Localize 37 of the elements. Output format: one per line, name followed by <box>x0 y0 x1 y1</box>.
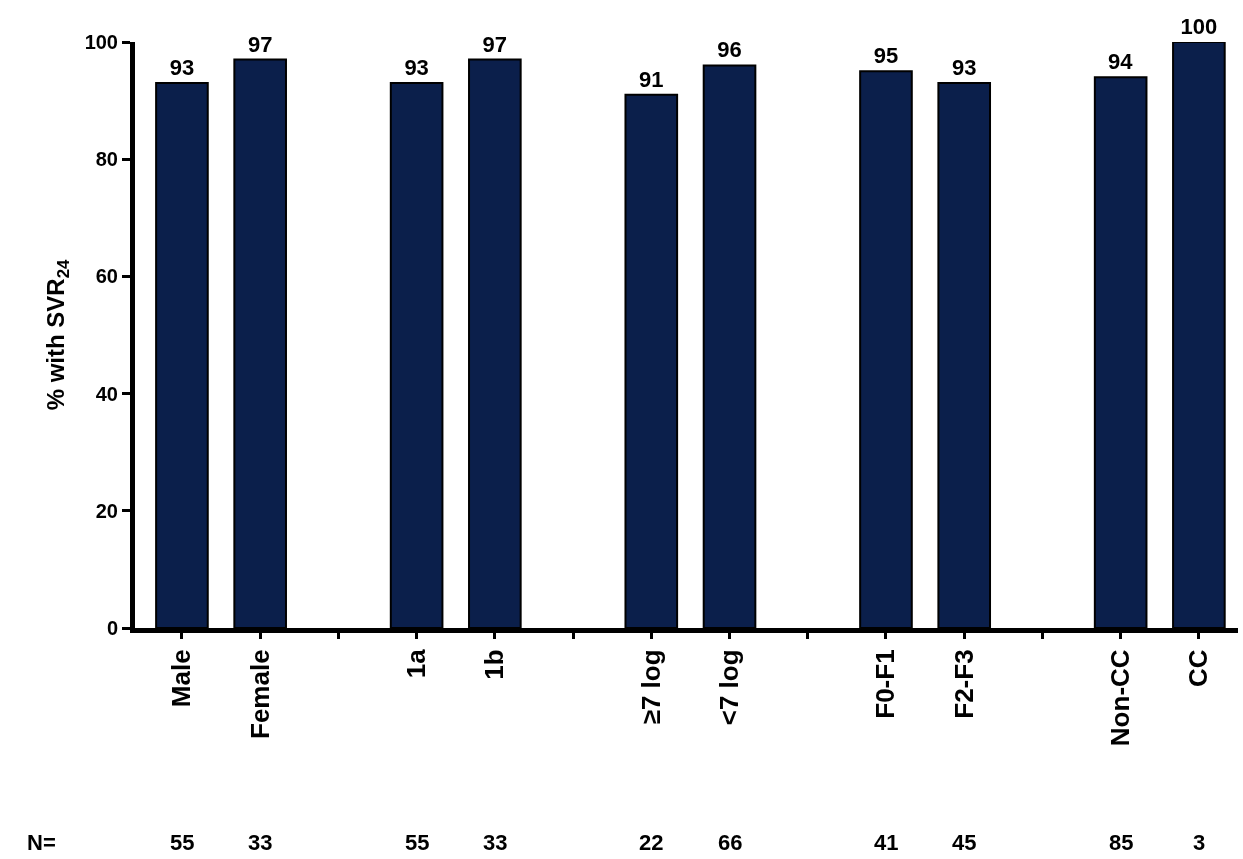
data-label: 91 <box>639 66 664 92</box>
x-tick-label: ≥7 log <box>635 649 666 725</box>
data-label: 97 <box>482 31 508 57</box>
data-label: 96 <box>717 37 742 63</box>
text: 45 <box>952 830 977 855</box>
y-tick-label: 100 <box>84 31 118 53</box>
x-tick-label: <7 log <box>713 649 744 726</box>
x-tick-label: 1b <box>479 649 510 680</box>
data-label: 100 <box>1180 14 1218 39</box>
x-tick-label: Non-CC <box>1105 649 1136 747</box>
y-tick-label: 20 <box>95 499 118 522</box>
data-label: 93 <box>951 55 977 81</box>
x-tick-label: 1a <box>401 648 432 679</box>
data-label: 94 <box>1108 49 1134 75</box>
x-tick-label: Male <box>166 649 197 708</box>
text: N= <box>27 830 56 855</box>
x-tick-label: F0-F1 <box>870 649 901 719</box>
y-tick-label: 60 <box>95 265 118 288</box>
y-tick-label: 80 <box>95 148 118 171</box>
text: 33 <box>248 830 273 855</box>
data-label: 93 <box>169 55 195 81</box>
text: 66 <box>718 830 743 855</box>
y-tick-label: 40 <box>95 382 118 405</box>
x-tick-label: CC <box>1183 649 1214 687</box>
x-tick-label: Female <box>244 649 275 740</box>
text: 85 <box>1109 830 1134 855</box>
data-label: 97 <box>247 31 273 57</box>
text: 41 <box>874 830 899 855</box>
x-tick-label: F2-F3 <box>948 649 979 719</box>
text: 55 <box>405 830 430 855</box>
text: 55 <box>170 830 195 855</box>
text: 22 <box>639 830 664 855</box>
text: 3 <box>1193 830 1206 855</box>
y-tick-label: 0 <box>106 617 118 639</box>
text: 33 <box>483 830 508 855</box>
data-label: 93 <box>404 55 429 81</box>
data-label: 95 <box>873 43 899 69</box>
